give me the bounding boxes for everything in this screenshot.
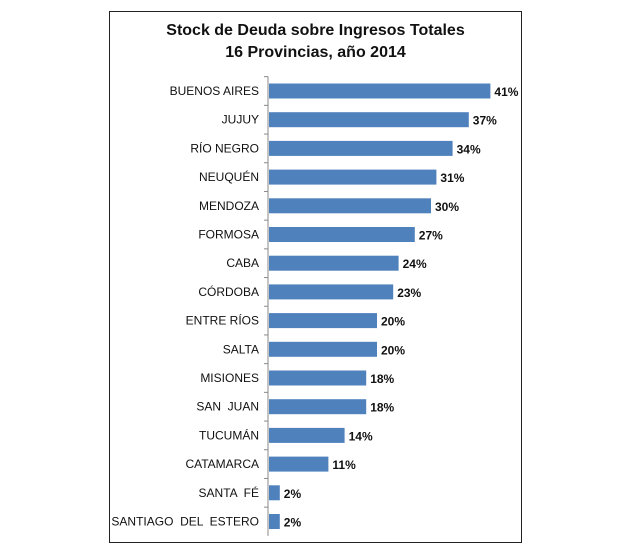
category-label: SANTA FÉ — [199, 485, 259, 500]
category-label: CÓRDOBA — [198, 284, 259, 299]
category-label: NEUQUÉN — [199, 169, 259, 184]
data-label: 18% — [370, 401, 394, 415]
data-label: 20% — [381, 343, 405, 357]
data-label: 2% — [284, 487, 302, 501]
category-label: MENDOZA — [199, 199, 259, 213]
category-label: SAN JUAN — [196, 400, 259, 414]
bar — [269, 485, 280, 501]
category-label: CATAMARCA — [185, 457, 259, 471]
data-label: 18% — [370, 372, 394, 386]
bar — [269, 169, 437, 185]
data-label: 31% — [440, 171, 464, 185]
bar — [269, 140, 453, 156]
category-label: TUCUMÁN — [199, 427, 259, 442]
bar — [269, 399, 367, 415]
category-label: CABA — [226, 256, 259, 270]
category-label: JUJUY — [222, 113, 259, 127]
data-label: 14% — [349, 429, 373, 443]
bar — [269, 341, 377, 357]
category-label: SALTA — [223, 342, 259, 356]
category-label: MISIONES — [200, 371, 259, 385]
data-label: 20% — [381, 315, 405, 329]
bar — [269, 456, 329, 472]
bar — [269, 198, 431, 214]
bar — [269, 112, 469, 128]
bar — [269, 83, 491, 99]
bar — [269, 370, 367, 386]
data-label: 24% — [403, 257, 427, 271]
bar — [269, 427, 345, 443]
chart-frame — [109, 11, 522, 543]
data-label: 30% — [435, 200, 459, 214]
data-label: 34% — [457, 142, 481, 156]
data-label: 27% — [419, 229, 443, 243]
category-label: SANTIAGO DEL ESTERO — [111, 515, 259, 529]
data-label: 11% — [332, 458, 356, 472]
data-label: 23% — [397, 286, 421, 300]
data-label: 37% — [473, 114, 497, 128]
bar — [269, 227, 415, 242]
data-label: 41% — [494, 85, 518, 99]
chart-title: Stock de Deuda sobre Ingresos Totales — [166, 22, 465, 39]
bar — [269, 284, 394, 300]
category-label: BUENOS AIRES — [170, 84, 259, 98]
category-label: FORMOSA — [198, 228, 259, 242]
bar — [269, 514, 280, 529]
data-label: 2% — [284, 516, 302, 530]
bar — [269, 255, 399, 271]
bar — [269, 313, 377, 329]
category-label: ENTRE RÍOS — [186, 313, 259, 328]
chart-subtitle: 16 Provincias, año 2014 — [225, 44, 406, 61]
category-label: RÍO NEGRO — [190, 140, 259, 155]
